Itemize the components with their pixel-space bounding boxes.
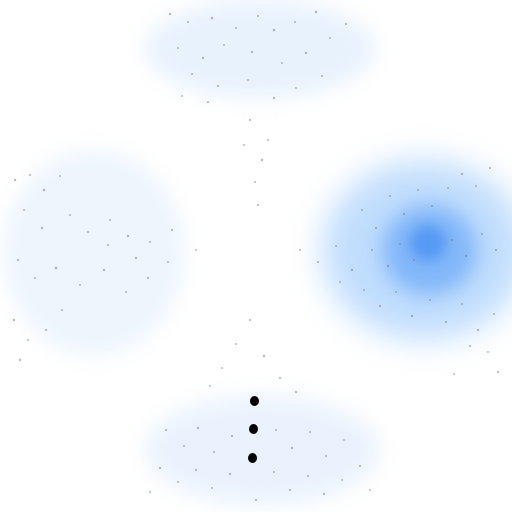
bottom-nebula (145, 395, 380, 505)
right-nebula-glow (410, 225, 446, 261)
marker-dot-2[interactable] (249, 424, 258, 434)
left-nebula (4, 150, 184, 355)
top-nebula (145, 0, 375, 98)
marker-dot-1[interactable] (250, 396, 259, 406)
marker-dot-3[interactable] (248, 453, 257, 463)
